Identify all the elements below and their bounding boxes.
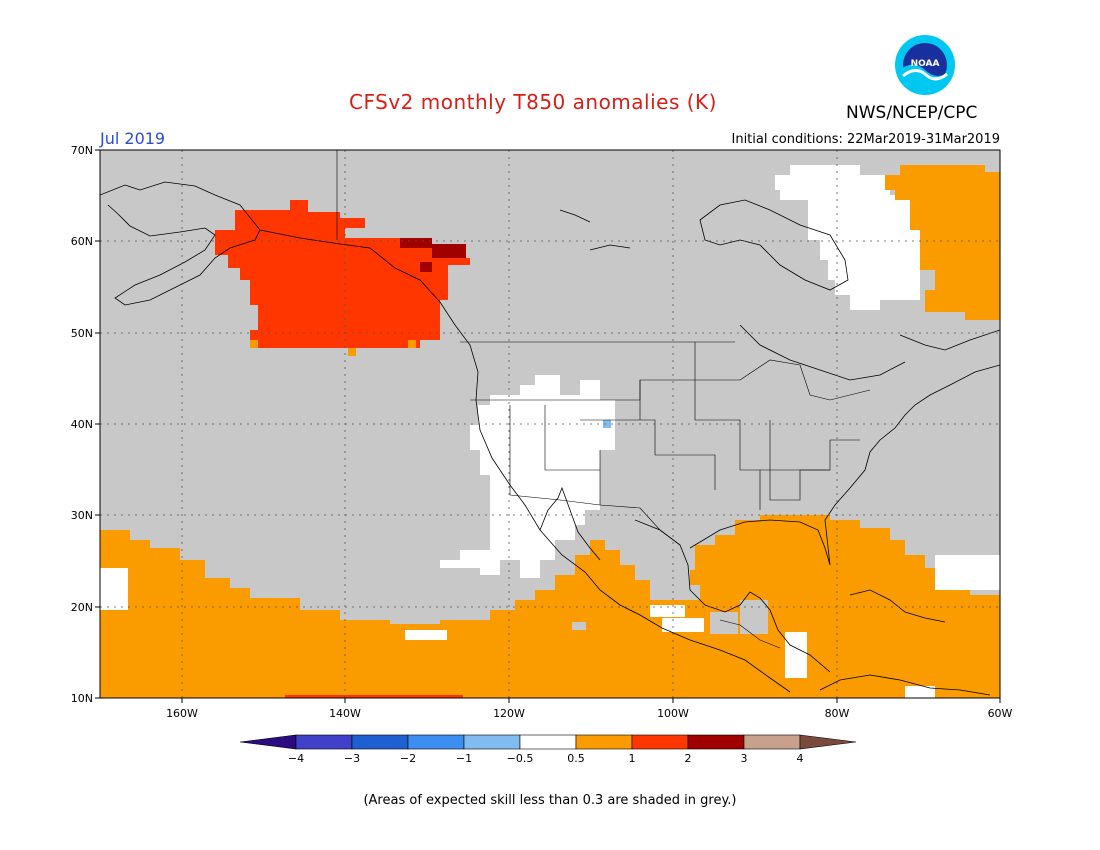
noaa-logo-icon: NOAA <box>895 35 955 95</box>
colorbar-segment <box>463 734 521 750</box>
lat-tick-label: 10N <box>71 692 93 705</box>
colorbar-tick-label: −0.5 <box>507 752 534 765</box>
lon-tick-label: 80W <box>825 707 850 720</box>
colorbar-tick-label: −3 <box>344 752 360 765</box>
colorbar-tick-label: −2 <box>400 752 416 765</box>
graticule <box>100 150 1000 698</box>
colorbar-tick-label: −1 <box>456 752 472 765</box>
longitude-labels: 160W 140W 120W 100W 80W 60W <box>166 707 1012 720</box>
colorbar-segment <box>295 734 353 750</box>
colorbar-segment <box>351 734 409 750</box>
initial-conditions: Initial conditions: 22Mar2019-31Mar2019 <box>731 132 1001 147</box>
axis-tick-marks <box>95 149 1001 703</box>
colorbar-tick-label: 1 <box>629 752 636 765</box>
colorbar-segment <box>519 734 577 750</box>
political-borders <box>336 150 871 649</box>
colorbar-tick-label: 4 <box>797 752 804 765</box>
colorbar-segment <box>239 734 297 750</box>
colorbar-segment <box>799 734 857 750</box>
lat-tick-label: 40N <box>71 418 93 431</box>
lon-tick-label: 60W <box>988 707 1013 720</box>
agency-label: NWS/NCEP/CPC <box>846 103 978 123</box>
lon-tick-label: 160W <box>166 707 198 720</box>
lat-tick-label: 30N <box>71 509 93 522</box>
colorbar: −4 −3 −2 −1 −0.5 0.5 1 2 3 4 <box>239 734 857 765</box>
lon-tick-label: 140W <box>329 707 361 720</box>
skill-footnote: (Areas of expected skill less than 0.3 a… <box>363 793 737 808</box>
lat-tick-label: 60N <box>71 235 93 248</box>
colorbar-tick-label: −4 <box>288 752 304 765</box>
lat-tick-label: 70N <box>71 144 93 157</box>
forecast-month: Jul 2019 <box>100 129 166 148</box>
colorbar-segment <box>575 734 633 750</box>
anomaly-map <box>100 150 1000 698</box>
colorbar-segment <box>687 734 745 750</box>
southwest-neutral-region <box>440 375 615 578</box>
colorbar-tick-label: 3 <box>741 752 748 765</box>
latitude-labels: 70N 60N 50N 40N 30N 20N 10N <box>71 144 93 705</box>
colorbar-segment <box>743 734 801 750</box>
northeast-neutral-region <box>775 165 920 310</box>
alaska-warm-region <box>215 200 470 348</box>
lat-tick-label: 20N <box>71 601 93 614</box>
lon-tick-label: 100W <box>657 707 689 720</box>
colorbar-tick-label: 0.5 <box>567 752 585 765</box>
colorbar-segment <box>631 734 689 750</box>
pacific-warm-region <box>100 515 1000 698</box>
northeast-warm-region <box>885 165 1000 320</box>
colorbar-segment <box>407 734 465 750</box>
colorbar-tick-label: 2 <box>685 752 692 765</box>
logo-text: NOAA <box>911 59 940 69</box>
lat-tick-label: 50N <box>71 327 93 340</box>
map-title: CFSv2 monthly T850 anomalies (K) <box>349 90 717 114</box>
lon-tick-label: 120W <box>493 707 525 720</box>
